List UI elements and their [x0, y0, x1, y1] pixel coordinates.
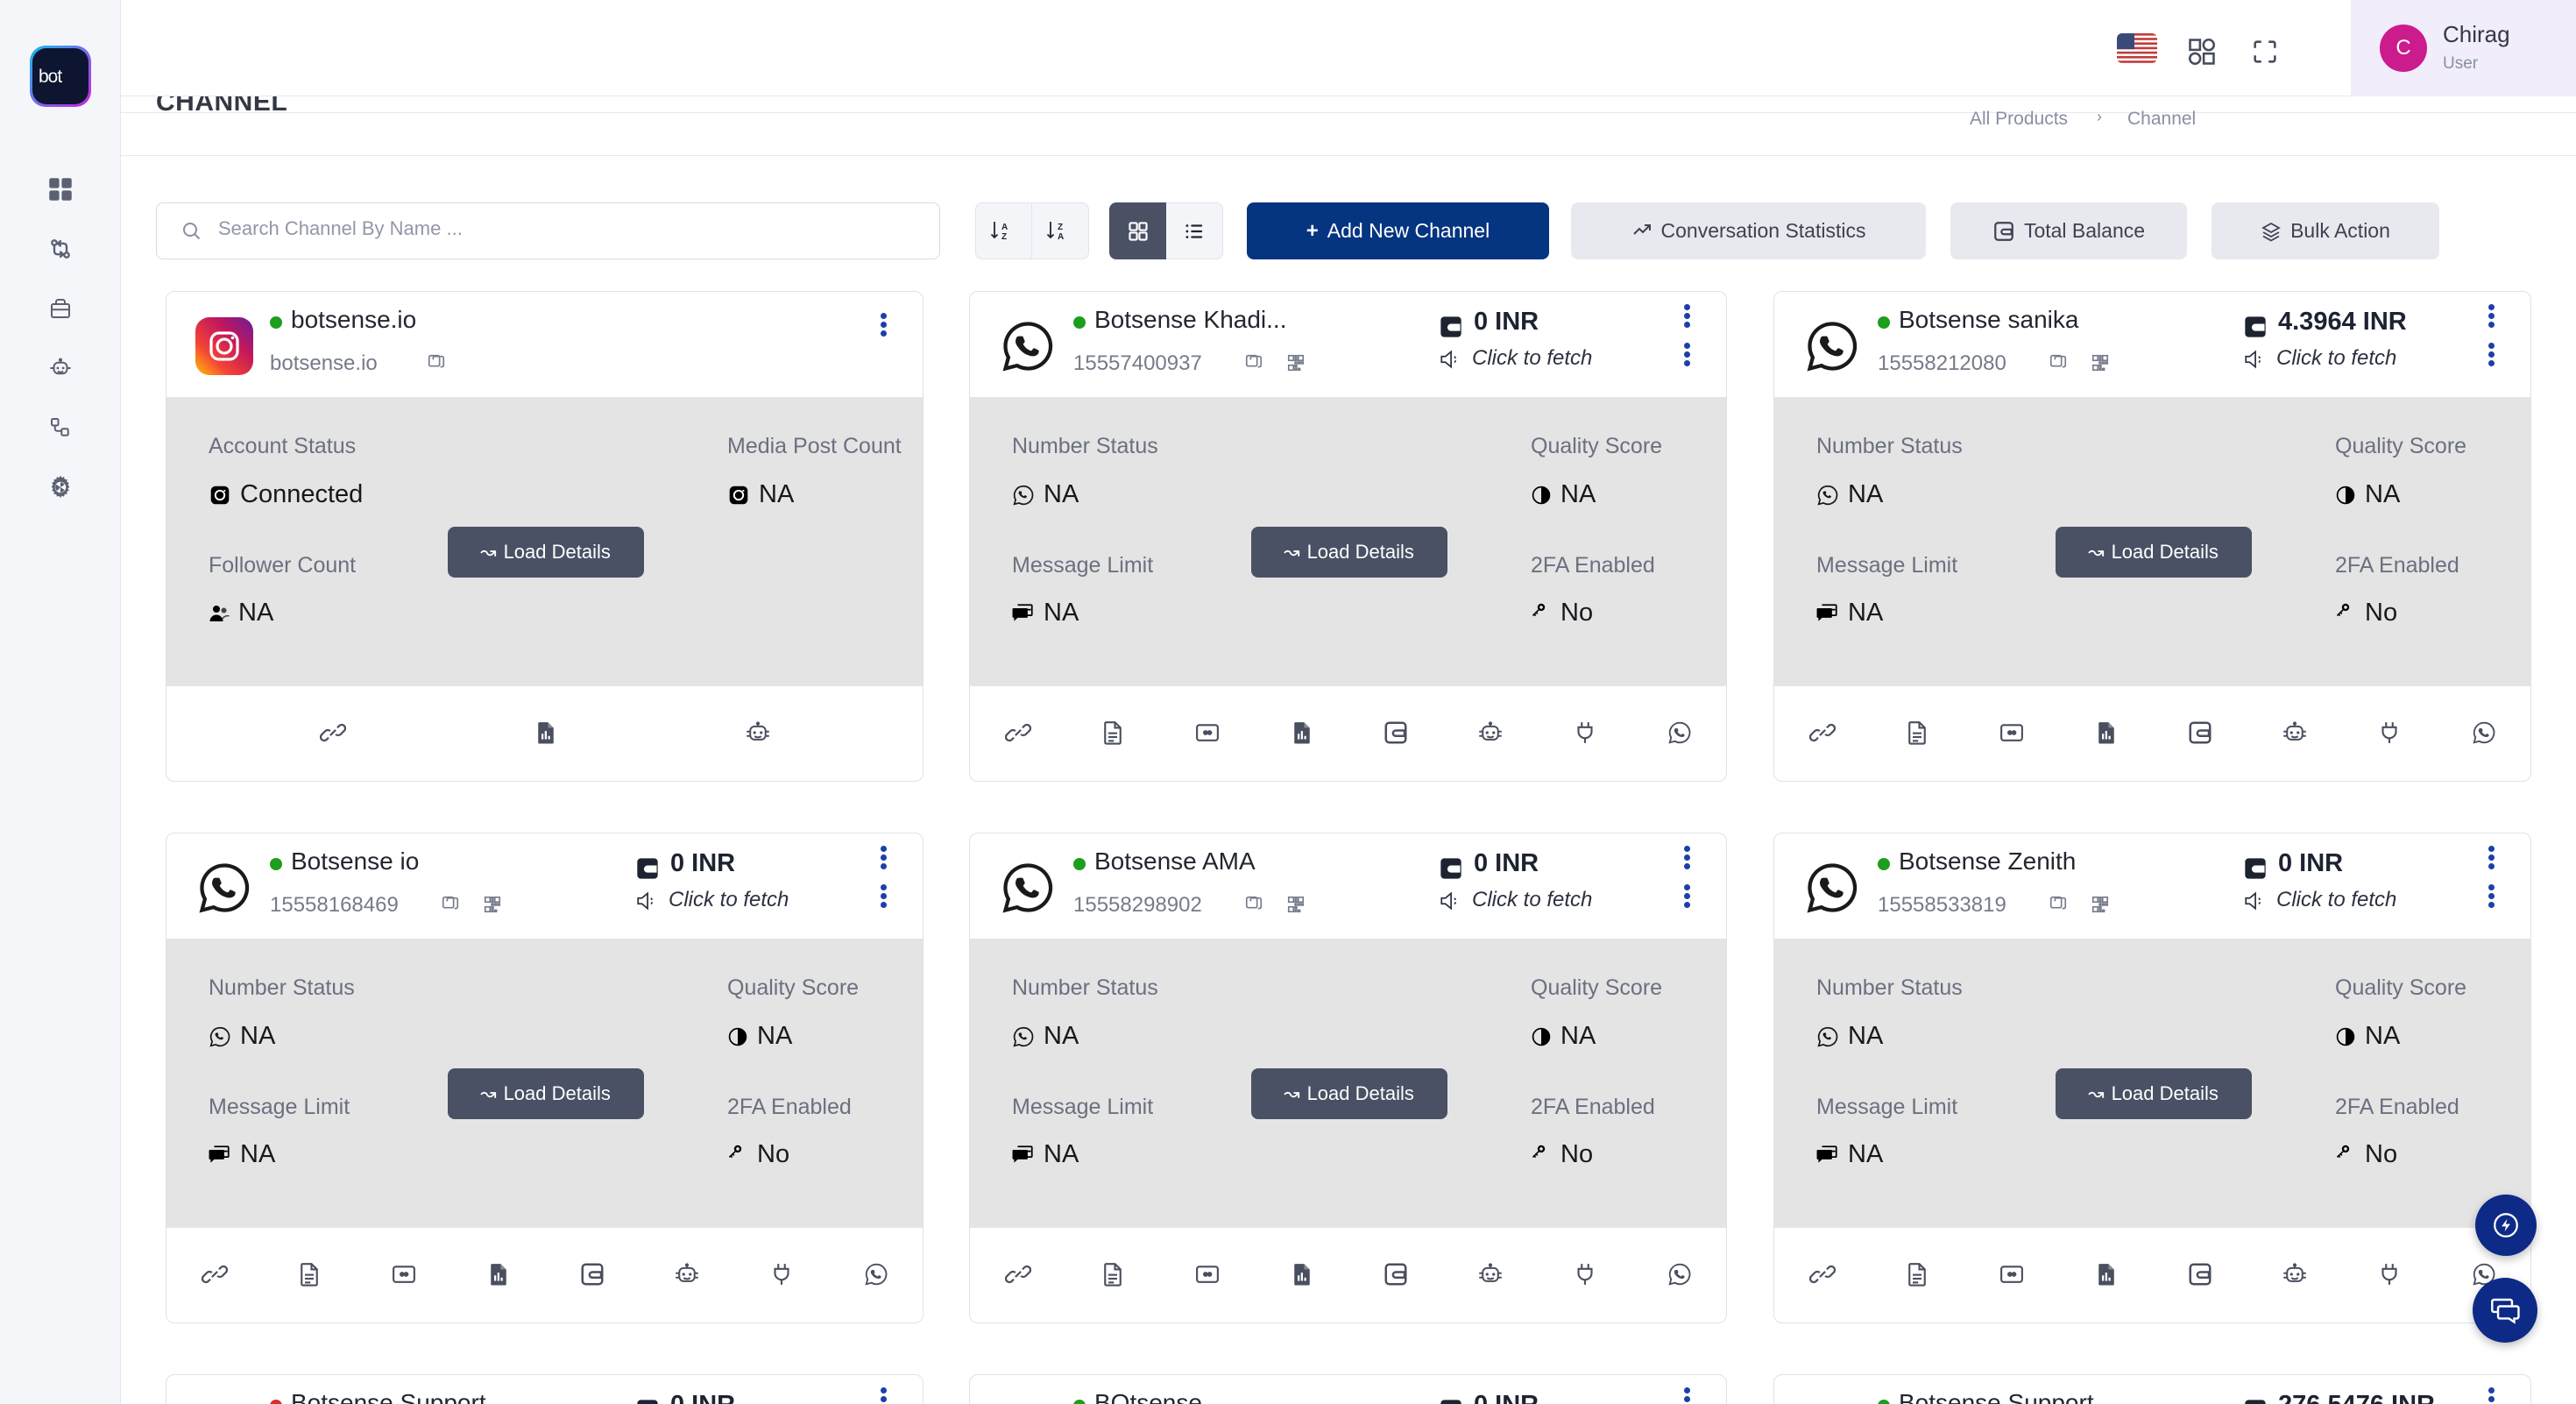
svg-text:Z: Z: [1001, 232, 1007, 242]
svg-text:A: A: [1058, 232, 1064, 242]
svg-text:Z: Z: [1058, 223, 1063, 232]
svg-text:bot: bot: [39, 67, 62, 87]
svg-text:A: A: [1001, 223, 1008, 232]
